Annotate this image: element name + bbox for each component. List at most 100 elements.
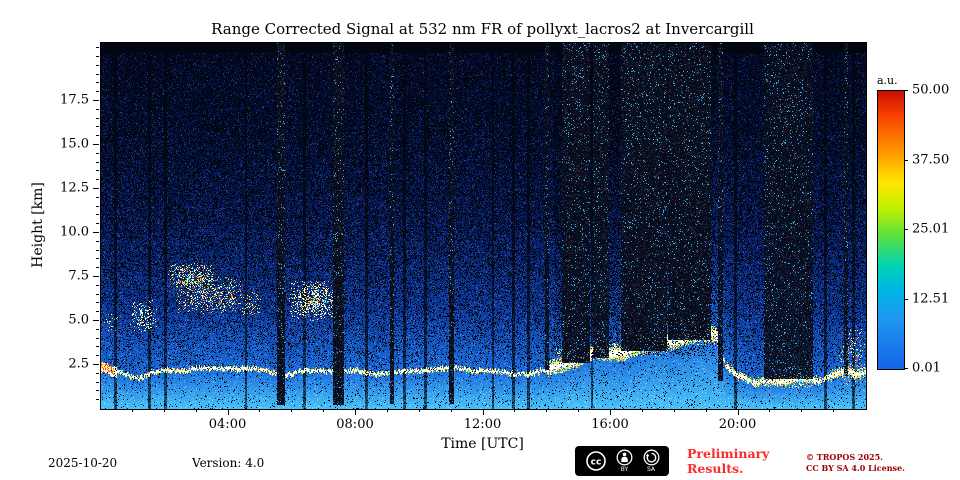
y-tick xyxy=(93,188,99,190)
y-tick xyxy=(96,355,99,357)
preliminary-results-note: Preliminary Results. xyxy=(687,446,770,476)
x-tick xyxy=(291,409,293,412)
x-tick xyxy=(610,409,611,415)
x-tick-label: 16:00 xyxy=(591,417,629,432)
y-tick-label: 7.5 xyxy=(68,268,89,284)
cc-license-badge: cc BY SA xyxy=(575,446,669,476)
x-tick xyxy=(227,409,229,415)
y-tick xyxy=(96,328,99,330)
cc-icon: cc xyxy=(585,450,607,472)
x-tick xyxy=(578,409,580,412)
y-tick xyxy=(93,320,99,322)
y-tick xyxy=(96,170,99,172)
y-tick xyxy=(96,293,99,295)
x-tick xyxy=(705,409,707,412)
y-tick xyxy=(96,372,99,374)
y-tick xyxy=(96,205,99,207)
svg-text:cc: cc xyxy=(590,458,601,468)
x-tick-label: 08:00 xyxy=(336,417,374,432)
y-tick xyxy=(93,144,99,146)
y-tick xyxy=(96,302,99,304)
heatmap-canvas xyxy=(101,43,866,409)
cc-sa-label: SA xyxy=(646,466,656,473)
y-tick xyxy=(96,346,99,348)
y-tick xyxy=(96,117,99,119)
y-tick xyxy=(96,258,99,260)
colorbar-tick xyxy=(904,159,908,161)
y-tick xyxy=(96,337,99,339)
x-tick xyxy=(259,409,261,412)
x-tick xyxy=(323,409,325,412)
x-tick xyxy=(386,409,388,412)
y-tick xyxy=(96,214,99,216)
y-tick xyxy=(96,267,99,269)
y-tick xyxy=(96,249,99,251)
y-tick xyxy=(93,100,99,102)
colorbar-tick-label: 37.50 xyxy=(912,152,950,167)
x-tick xyxy=(418,409,420,412)
y-tick xyxy=(96,399,99,401)
x-tick xyxy=(195,409,197,412)
colorbar-tick xyxy=(904,229,908,230)
chart-title: Range Corrected Signal at 532 nm FR of p… xyxy=(211,20,754,38)
y-tick xyxy=(96,135,99,137)
y-tick xyxy=(96,161,99,163)
y-tick xyxy=(93,364,99,365)
x-tick-label: 12:00 xyxy=(463,417,502,432)
x-tick xyxy=(482,409,484,415)
x-tick xyxy=(801,409,803,412)
y-axis-label: Height [km] xyxy=(30,182,46,268)
x-tick xyxy=(450,409,452,412)
y-tick xyxy=(96,82,99,84)
version-label: Version: 4.0 xyxy=(192,456,265,470)
cc-by-icon: BY xyxy=(616,449,633,473)
x-tick xyxy=(546,409,548,412)
y-tick xyxy=(96,126,99,128)
plot-area xyxy=(100,42,867,410)
y-tick-label: 12.5 xyxy=(60,180,89,196)
y-tick xyxy=(96,284,99,286)
x-tick xyxy=(163,409,165,412)
colorbar-tick-label: 12.51 xyxy=(912,291,950,306)
x-axis-label: Time [UTC] xyxy=(441,436,524,452)
colorbar xyxy=(877,90,905,370)
y-tick xyxy=(96,73,99,75)
y-tick xyxy=(96,390,99,392)
y-tick-label: 15.0 xyxy=(60,136,89,152)
y-tick xyxy=(96,240,99,242)
x-tick xyxy=(833,409,835,412)
colorbar-unit-label: a.u. xyxy=(877,74,898,87)
colorbar-tick xyxy=(904,90,908,91)
x-tick xyxy=(514,409,516,412)
x-tick xyxy=(641,409,643,412)
y-tick xyxy=(96,152,99,154)
y-tick xyxy=(96,223,99,225)
y-tick xyxy=(96,91,99,93)
y-tick xyxy=(96,56,99,58)
y-tick-label: 10.0 xyxy=(60,224,89,240)
x-tick xyxy=(769,409,771,412)
cc-by-label: BY xyxy=(620,466,629,473)
y-tick xyxy=(96,381,99,383)
colorbar-tick xyxy=(904,298,908,300)
x-tick xyxy=(673,409,675,412)
y-tick xyxy=(96,179,99,181)
x-tick xyxy=(131,409,133,412)
y-tick xyxy=(96,196,99,198)
y-tick xyxy=(96,64,99,66)
y-tick xyxy=(96,108,99,110)
y-tick-label: 17.5 xyxy=(60,92,89,108)
y-tick-label: 5.0 xyxy=(68,312,89,328)
y-tick xyxy=(93,232,99,234)
copyright-note: © TROPOS 2025. CC BY SA 4.0 License. xyxy=(806,452,905,473)
y-tick-label: 2.5 xyxy=(68,356,89,372)
colorbar-tick-label: 50.00 xyxy=(912,82,950,98)
x-tick-label: 04:00 xyxy=(208,417,247,432)
x-tick-label: 20:00 xyxy=(718,417,757,432)
measurement-date: 2025-10-20 xyxy=(48,456,118,470)
y-tick xyxy=(96,311,99,313)
x-tick xyxy=(355,409,356,415)
colorbar-tick-label: 25.01 xyxy=(912,221,950,237)
cc-sa-icon: SA xyxy=(643,449,660,473)
